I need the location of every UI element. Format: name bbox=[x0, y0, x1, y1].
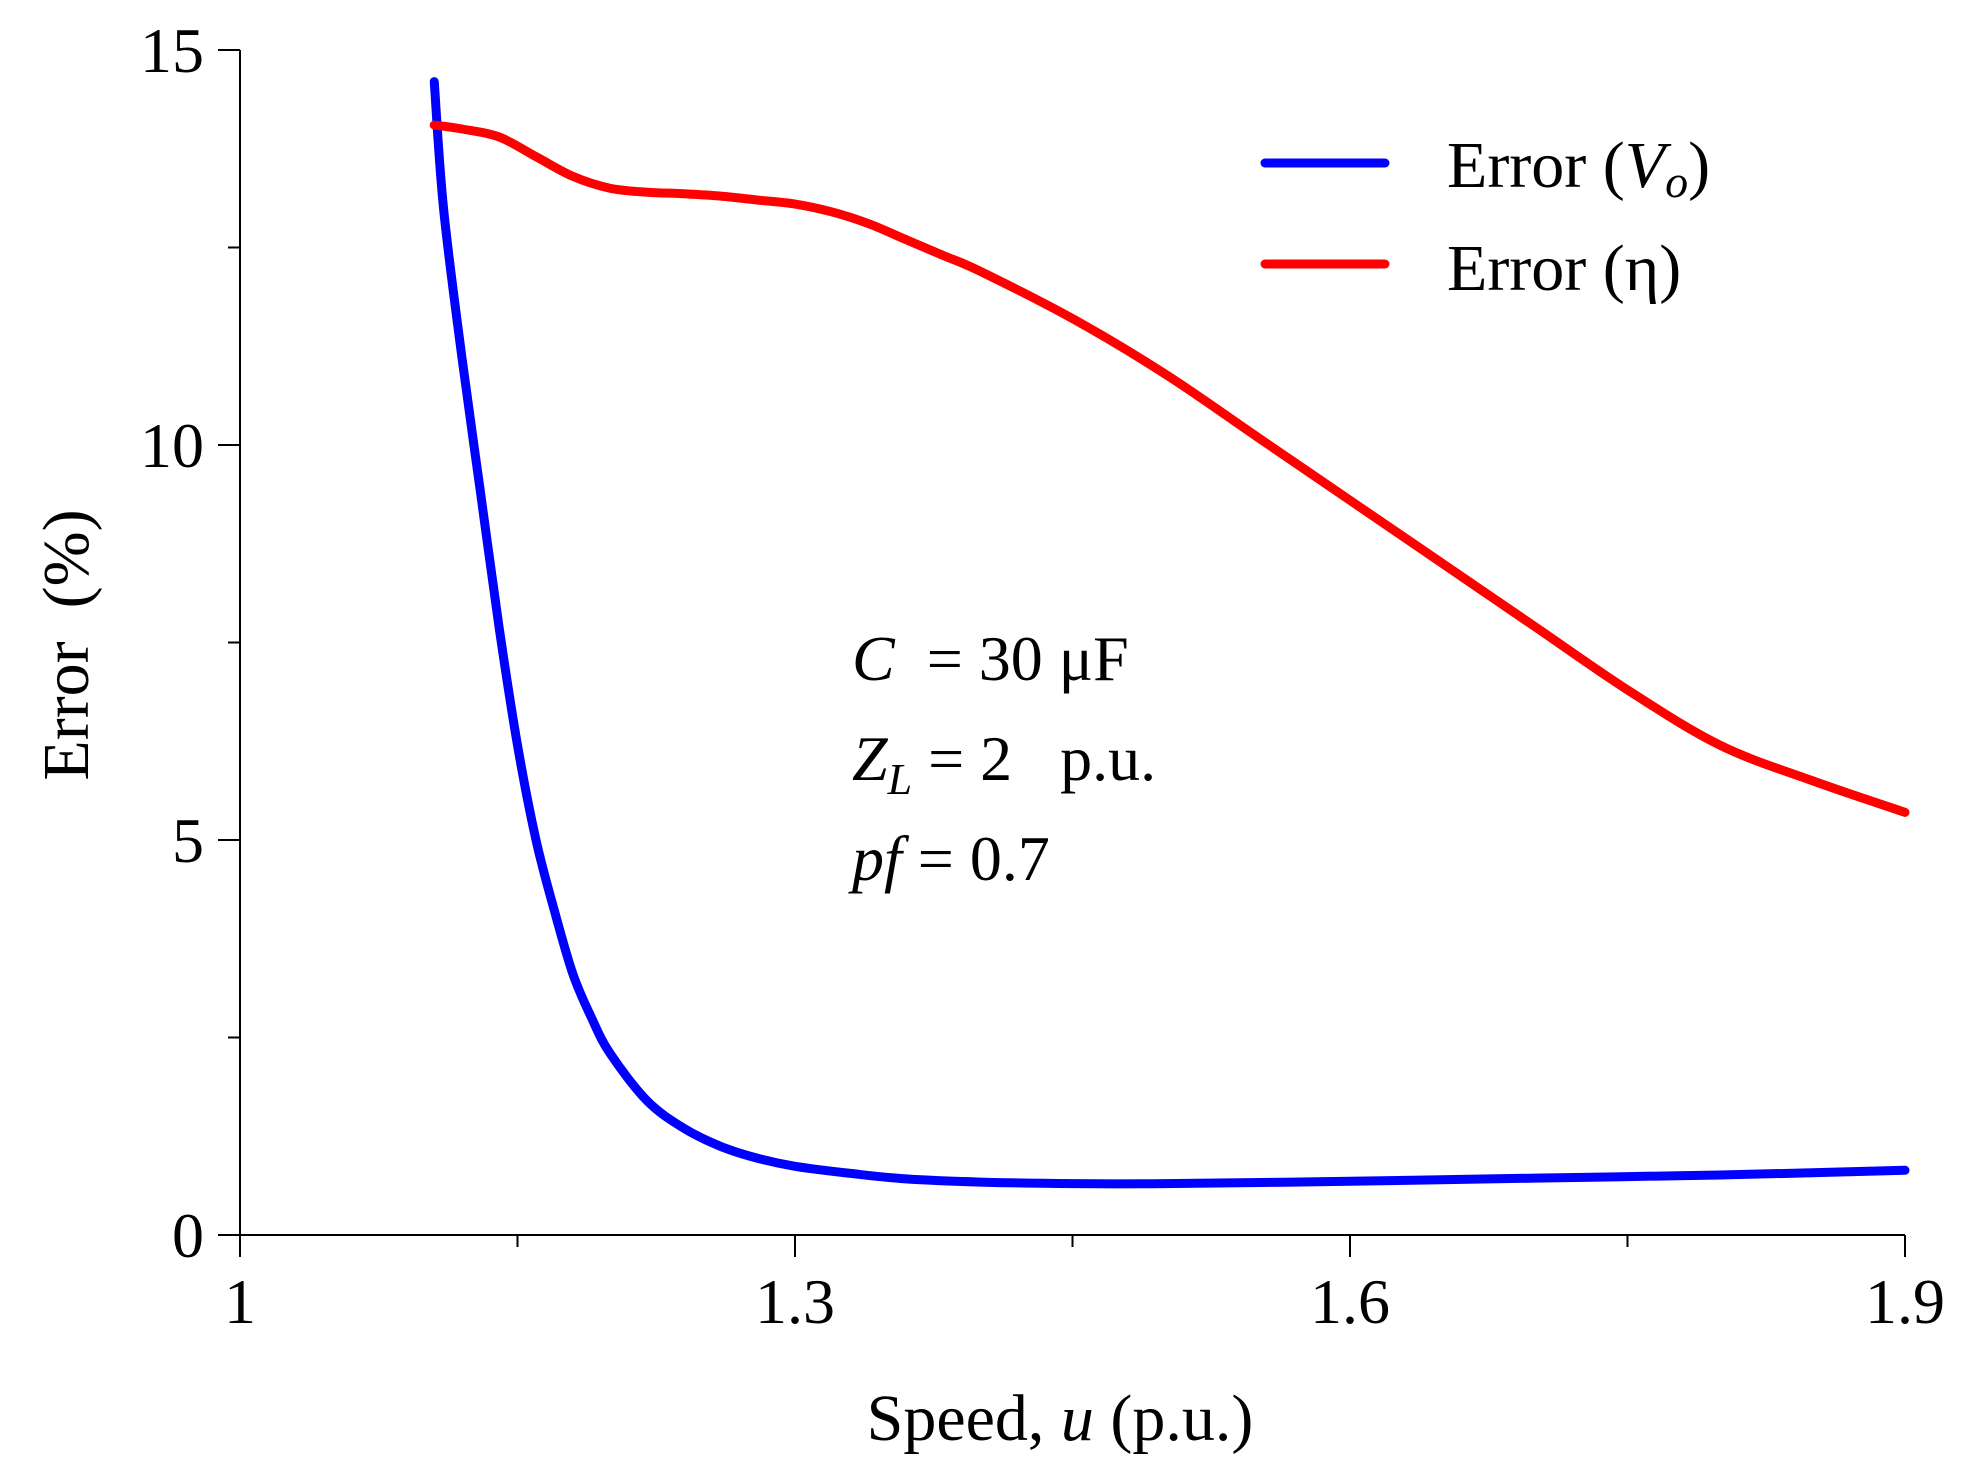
annotation-capacitance: C = 30 μF bbox=[852, 623, 1129, 694]
legend-label-vo: Error (Vo) bbox=[1447, 129, 1710, 207]
x-axis-title: Speed, u (p.u.) bbox=[867, 1382, 1254, 1455]
series-lines bbox=[429, 77, 1910, 1189]
series-line-error-vo bbox=[429, 77, 1910, 1189]
x-tick-label: 1 bbox=[224, 1266, 256, 1337]
series-line-error-eta bbox=[429, 120, 1910, 817]
x-tick-label: 1.9 bbox=[1865, 1266, 1945, 1337]
y-tick-label: 10 bbox=[140, 410, 204, 481]
y-tick-label: 0 bbox=[172, 1200, 204, 1271]
tick-labels: 1 1.3 1.6 1.9 0 5 10 15 bbox=[140, 15, 1945, 1337]
x-tick-label: 1.6 bbox=[1310, 1266, 1390, 1337]
annotation-load-impedance: ZL = 2 p.u. bbox=[852, 723, 1156, 804]
annotations: C = 30 μF ZL = 2 p.u. pf = 0.7 bbox=[848, 623, 1156, 894]
legend-label-eta: Error (η) bbox=[1447, 232, 1681, 305]
ticks bbox=[218, 49, 1906, 1257]
y-axis-title: Error (%) bbox=[30, 509, 103, 780]
y-tick-label: 15 bbox=[140, 15, 204, 86]
x-tick-label: 1.3 bbox=[755, 1266, 835, 1337]
legend: Error (Vo) Error (η) bbox=[1260, 129, 1710, 305]
y-tick-label: 5 bbox=[172, 805, 204, 876]
annotation-power-factor: pf = 0.7 bbox=[848, 823, 1050, 894]
